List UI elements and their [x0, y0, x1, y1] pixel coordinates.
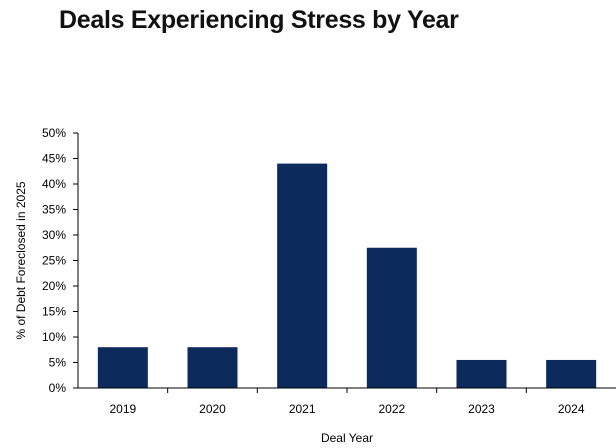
bar-2021 [277, 163, 328, 388]
y-tick-label: 40% [42, 177, 66, 191]
y-tick-label: 25% [42, 254, 66, 268]
y-axis-tick-labels: 0% 5% 10% 15% 20% 25% 30% 35% 40% 45% 50% [42, 126, 66, 395]
y-axis-ticks [73, 132, 78, 389]
bar-2023 [456, 359, 507, 388]
bar-2020 [187, 347, 238, 388]
bar-2022 [366, 247, 417, 388]
y-tick-label: 15% [42, 305, 66, 319]
bar-2024 [546, 359, 597, 388]
x-tick-label: 2023 [468, 402, 495, 416]
x-axis-label: Deal Year [321, 431, 373, 445]
x-axis-ticks [167, 388, 527, 393]
y-tick-label: 35% [42, 203, 66, 217]
x-tick-label: 2024 [558, 402, 585, 416]
y-tick-label: 0% [49, 381, 67, 395]
bar-2019 [97, 347, 148, 388]
y-tick-label: 20% [42, 279, 66, 293]
x-tick-label: 2019 [109, 402, 136, 416]
y-tick-label: 10% [42, 330, 66, 344]
y-tick-label: 30% [42, 228, 66, 242]
x-axis-tick-labels: 2019 2020 2021 2022 2023 2024 [109, 402, 584, 416]
y-tick-label: 45% [42, 152, 66, 166]
x-tick-label: 2021 [289, 402, 316, 416]
y-tick-label: 50% [42, 126, 66, 140]
chart-title: Deals Experiencing Stress by Year [59, 6, 459, 34]
x-tick-label: 2020 [199, 402, 226, 416]
x-tick-label: 2022 [378, 402, 405, 416]
bars [97, 163, 597, 388]
y-tick-label: 5% [49, 356, 67, 370]
y-axis-label: % of Debt Foreclosed in 2025 [14, 181, 28, 339]
